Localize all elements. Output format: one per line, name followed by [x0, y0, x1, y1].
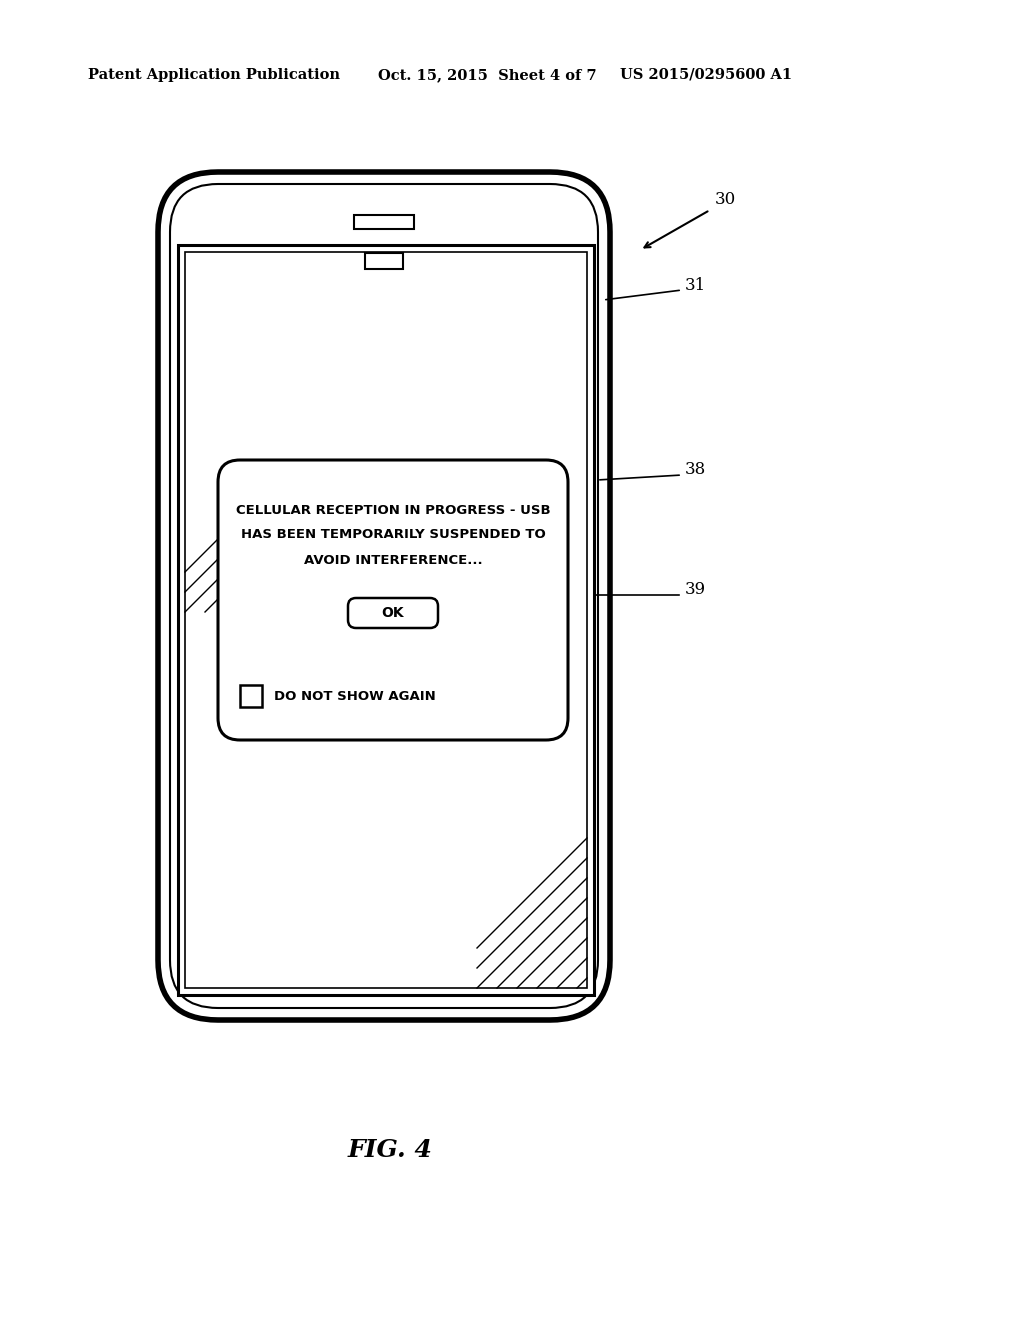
Text: 38: 38: [685, 462, 707, 479]
FancyBboxPatch shape: [158, 172, 610, 1020]
FancyBboxPatch shape: [170, 183, 598, 1008]
FancyBboxPatch shape: [348, 598, 438, 628]
FancyBboxPatch shape: [218, 459, 568, 741]
Text: HAS BEEN TEMPORARILY SUSPENDED TO: HAS BEEN TEMPORARILY SUSPENDED TO: [241, 528, 546, 541]
Text: AVOID INTERFERENCE...: AVOID INTERFERENCE...: [304, 553, 482, 566]
Bar: [185, 252, 587, 987]
Text: FIG. 4: FIG. 4: [347, 1138, 432, 1162]
Text: Patent Application Publication: Patent Application Publication: [88, 69, 340, 82]
Text: OK: OK: [382, 606, 404, 620]
Text: Oct. 15, 2015  Sheet 4 of 7: Oct. 15, 2015 Sheet 4 of 7: [378, 69, 597, 82]
Text: US 2015/0295600 A1: US 2015/0295600 A1: [620, 69, 793, 82]
Text: CELLULAR RECEPTION IN PROGRESS - USB: CELLULAR RECEPTION IN PROGRESS - USB: [236, 503, 550, 516]
Text: 30: 30: [715, 191, 736, 209]
Bar: [240, 685, 262, 708]
Text: 31: 31: [685, 276, 707, 293]
Text: DO NOT SHOW AGAIN: DO NOT SHOW AGAIN: [274, 689, 436, 702]
Text: 39: 39: [685, 582, 707, 598]
Bar: [365, 253, 403, 269]
Bar: [354, 215, 414, 228]
Bar: [178, 246, 594, 995]
